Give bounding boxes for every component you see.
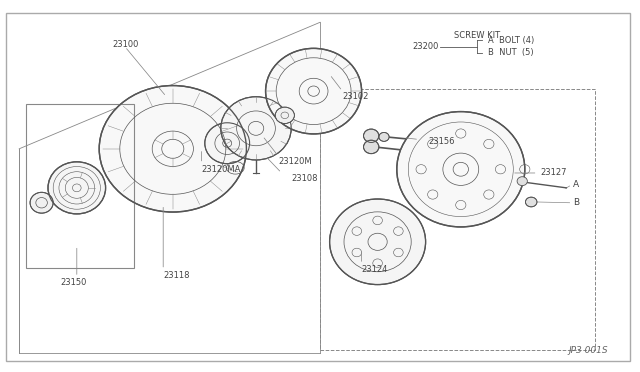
Ellipse shape	[364, 129, 379, 142]
Text: 23156: 23156	[429, 137, 455, 146]
Ellipse shape	[275, 107, 294, 124]
Ellipse shape	[525, 197, 537, 207]
Ellipse shape	[30, 192, 53, 213]
Text: 23127: 23127	[541, 169, 567, 177]
Ellipse shape	[330, 199, 426, 285]
Ellipse shape	[99, 86, 246, 212]
Ellipse shape	[379, 132, 389, 141]
Text: B: B	[573, 198, 579, 207]
Text: 23102: 23102	[342, 92, 369, 101]
Ellipse shape	[48, 162, 106, 214]
Text: 23120MA: 23120MA	[202, 165, 241, 174]
Text: B  NUT  (5): B NUT (5)	[488, 48, 534, 57]
Text: A  BOLT (4): A BOLT (4)	[488, 36, 534, 45]
Ellipse shape	[266, 48, 362, 134]
Ellipse shape	[205, 123, 250, 164]
Text: A: A	[573, 180, 579, 189]
Ellipse shape	[364, 140, 379, 154]
Ellipse shape	[221, 97, 291, 160]
Text: 23100: 23100	[112, 40, 138, 49]
Text: 23120M: 23120M	[278, 157, 312, 166]
Text: 23124: 23124	[362, 265, 388, 274]
Text: 23118: 23118	[163, 271, 189, 280]
Ellipse shape	[517, 177, 527, 186]
Text: JP3 001S: JP3 001S	[568, 346, 608, 355]
Bar	[26, 104, 134, 268]
Text: SCREW KIT: SCREW KIT	[454, 31, 500, 40]
Text: 23200: 23200	[412, 42, 438, 51]
Text: 23150: 23150	[61, 278, 87, 287]
Bar	[320, 89, 595, 350]
Text: 23108: 23108	[291, 174, 317, 183]
Ellipse shape	[397, 112, 525, 227]
